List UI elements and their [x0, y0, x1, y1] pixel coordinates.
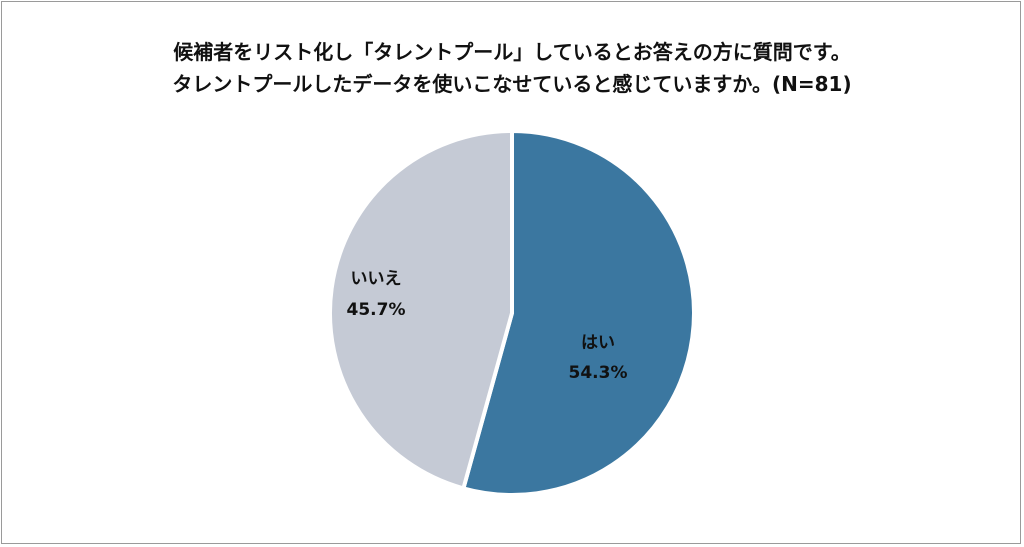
chart-title: 候補者をリスト化し「タレントプール」しているとお答えの方に質問です。 タレントプ…	[0, 36, 1024, 100]
chart-title-line-1: 候補者をリスト化し「タレントプール」しているとお答えの方に質問です。	[173, 40, 851, 64]
slice-value-yes: 54.3%	[569, 363, 628, 383]
pie-slices	[328, 129, 696, 497]
pie-slice-yes	[461, 129, 696, 497]
pie-slice-no	[328, 129, 514, 491]
slice-label-no: いいえ	[351, 269, 402, 289]
slice-value-no: 45.7%	[347, 300, 406, 320]
slice-label-yes: はい	[581, 333, 615, 353]
chart-title-line-2: タレントプールしたデータを使いこなせていると感じていますか。(N=81)	[172, 72, 852, 96]
